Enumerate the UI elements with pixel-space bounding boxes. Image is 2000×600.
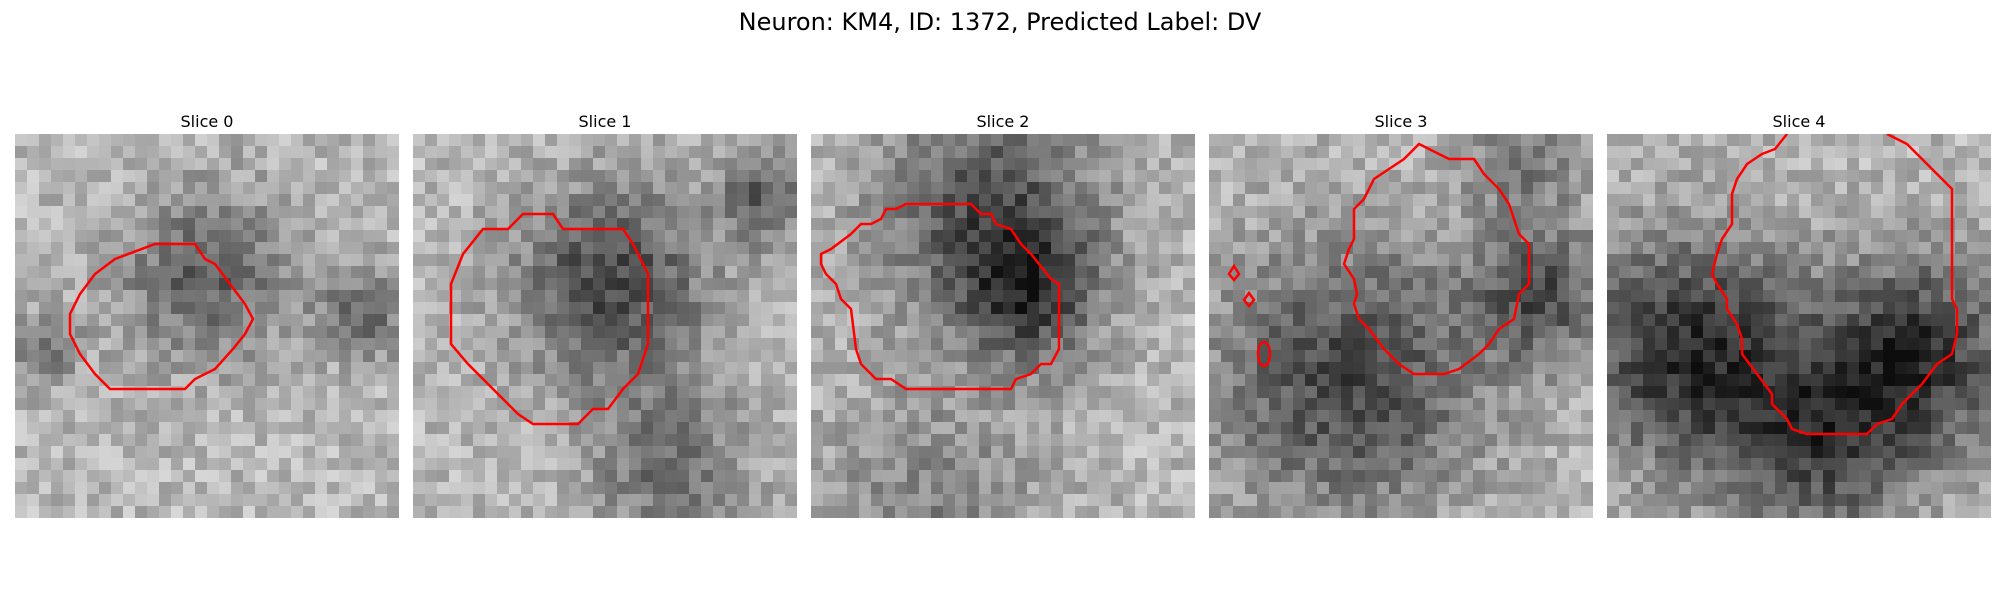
figure-title: Neuron: KM4, ID: 1372, Predicted Label: … — [738, 8, 1262, 36]
slice-panel-3: Slice 3 — [1209, 110, 1593, 518]
slice-panel-0: Slice 0 — [15, 110, 399, 518]
slice-panel-2: Slice 2 — [811, 110, 1195, 518]
roi-contour-layer — [68, 242, 255, 391]
slice-panel-4: Slice 4 — [1607, 110, 1991, 518]
grayscale-slice-image — [1209, 134, 1593, 518]
slice-panel-1: Slice 1 — [413, 110, 797, 518]
roi-contour-layer — [1227, 142, 1531, 376]
roi-contour — [819, 202, 1061, 391]
microscopy-image — [1607, 134, 1991, 518]
roi-contour — [1710, 134, 1959, 436]
roi-contour-layer — [819, 202, 1061, 391]
roi-contour-layer — [1710, 134, 1959, 436]
roi-contour — [1342, 142, 1531, 376]
roi-contour-layer — [449, 212, 650, 426]
roi-contour-small-1 — [1227, 263, 1241, 282]
roi-contour-small-3 — [1256, 340, 1272, 368]
microscopy-image — [413, 134, 797, 518]
microscopy-image — [1209, 134, 1593, 518]
slice-title: Slice 2 — [976, 112, 1030, 131]
microscopy-image — [15, 134, 399, 518]
roi-contour — [68, 242, 255, 391]
slice-title: Slice 4 — [1772, 112, 1826, 131]
grayscale-slice-image — [811, 134, 1195, 518]
slice-title: Slice 3 — [1374, 112, 1428, 131]
roi-contour-small-2 — [1242, 290, 1256, 308]
roi-contour — [449, 212, 650, 426]
slice-title: Slice 1 — [578, 112, 632, 131]
grayscale-slice-image — [413, 134, 797, 518]
grayscale-slice-image — [1607, 134, 1991, 518]
slice-title: Slice 0 — [180, 112, 234, 131]
microscopy-image — [811, 134, 1195, 518]
grayscale-slice-image — [15, 134, 399, 518]
